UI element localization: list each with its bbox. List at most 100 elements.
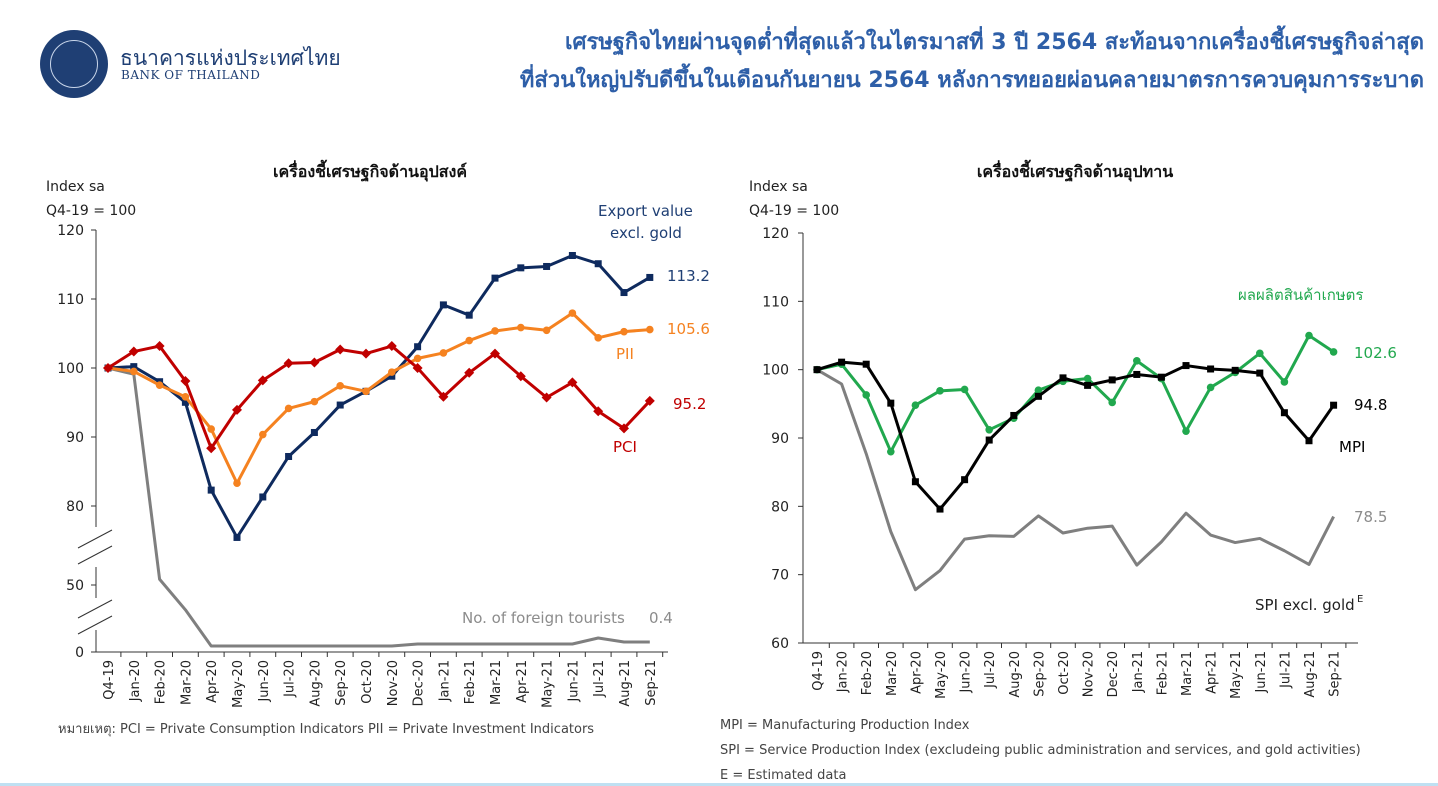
left-data-point [335, 344, 346, 355]
left-data-point [620, 289, 628, 297]
left-data-point [233, 479, 241, 488]
left-label-pci: PCI [613, 438, 637, 456]
right-data-point [911, 401, 920, 410]
left-label-pii: PII [616, 345, 634, 363]
left-x-tick-label: Jan-20 [128, 660, 143, 702]
left-y-tick-label: 90 [66, 430, 84, 446]
left-x-tick-label: Feb-21 [463, 660, 478, 704]
left-data-point [491, 327, 499, 335]
right-data-point [1133, 370, 1141, 378]
right-data-point [985, 426, 993, 434]
left-data-point [619, 423, 629, 434]
right-x-tick-label: Nov-20 [1082, 651, 1097, 697]
left-x-tick-label: Apr-20 [205, 660, 220, 703]
right-data-point [936, 505, 944, 513]
right-series-line-1 [816, 360, 1335, 511]
left-data-point [646, 273, 654, 281]
left-data-point [490, 348, 500, 359]
left-series-line-1 [107, 311, 650, 485]
left-x-tick-label: Q4-19 [102, 660, 117, 700]
right-y-tick-label: 70 [771, 568, 789, 584]
right-data-point [1108, 376, 1116, 384]
right-data-point [1207, 365, 1215, 373]
left-data-point [259, 430, 267, 439]
left-data-point [181, 398, 189, 406]
left-x-tick-label: Apr-21 [515, 660, 530, 703]
right-x-tick-label: Jan-21 [1131, 651, 1146, 693]
left-data-point [259, 493, 267, 501]
right-label-spi: SPI excl. gold [1255, 596, 1355, 614]
right-footnote-mpi: MPI = Manufacturing Production Index [720, 718, 970, 733]
left-x-tick-label: Jul-21 [592, 660, 607, 698]
right-y-tick-label: 90 [771, 431, 789, 447]
left-x-tick-label: Oct-20 [360, 660, 375, 704]
right-y-label-line-2: Q4-19 = 100 [749, 203, 839, 219]
left-data-point [439, 301, 447, 309]
right-data-point [1108, 398, 1116, 407]
left-label-export: excl. gold [610, 224, 682, 242]
right-data-point [1182, 427, 1190, 435]
right-x-tick-label: Jun-21 [1254, 651, 1269, 694]
right-data-point [1206, 383, 1215, 392]
right-series-line-2 [816, 368, 1335, 592]
right-x-tick-label: Apr-20 [909, 651, 924, 694]
left-data-point [207, 486, 215, 494]
left-y-tick-label: 0 [75, 645, 84, 661]
left-data-point [181, 393, 190, 401]
right-x-tick-label: Oct-20 [1057, 651, 1072, 695]
right-x-tick-label: Mar-21 [1180, 651, 1195, 696]
left-x-tick-label: May-20 [231, 660, 246, 708]
right-x-tick-label: Sep-20 [1032, 651, 1047, 697]
right-y-tick-label: 110 [762, 294, 789, 310]
left-data-point [541, 392, 552, 403]
left-data-point [414, 343, 422, 351]
left-data-point [336, 382, 345, 390]
left-data-point [130, 367, 138, 376]
right-x-tick-label: Feb-21 [1155, 651, 1170, 695]
right-x-tick-label: Aug-20 [1008, 651, 1023, 698]
left-y-tick-label: 110 [57, 292, 84, 308]
left-data-point [465, 336, 474, 345]
left-data-point [309, 357, 320, 368]
left-data-point [283, 358, 294, 369]
left-label-tourists: No. of foreign tourists [462, 609, 625, 627]
left-data-point [361, 348, 371, 359]
right-x-tick-label: Apr-21 [1205, 651, 1220, 694]
right-data-point [1034, 392, 1042, 400]
left-axis-break-mark [77, 615, 113, 635]
left-x-tick-label: Sep-20 [334, 660, 349, 706]
left-data-point [567, 377, 578, 388]
left-x-tick-label: Mar-21 [489, 660, 504, 705]
right-y-tick-label: 120 [762, 226, 789, 242]
right-data-point [887, 447, 895, 456]
right-data-point [960, 385, 969, 394]
right-data-point [862, 360, 870, 368]
right-data-point [1330, 401, 1338, 409]
right-x-tick-label: Dec-20 [1106, 651, 1121, 697]
left-data-point [285, 452, 293, 460]
right-data-point [862, 391, 870, 399]
left-data-point [362, 387, 370, 396]
right-data-point [1083, 374, 1092, 383]
left-data-point [154, 341, 165, 352]
left-data-point [620, 327, 628, 336]
right-data-point [1010, 411, 1018, 419]
right-y-tick-label: 100 [762, 363, 789, 379]
left-data-point [438, 391, 449, 402]
right-data-point [887, 399, 895, 407]
right-footnote-spi: SPI = Service Production Index (excludei… [720, 743, 1361, 758]
right-x-tick-label: May-21 [1229, 651, 1244, 699]
left-axis-break-mark [77, 529, 113, 549]
left-data-point [232, 404, 242, 415]
right-y-tick-label: 60 [771, 636, 789, 652]
left-data-point [593, 406, 604, 417]
right-data-point [1182, 362, 1190, 370]
left-x-tick-label: Aug-20 [308, 660, 323, 707]
left-footnote: หมายเหตุ: PCI = Private Consumption Indi… [58, 722, 595, 737]
left-data-point [594, 260, 602, 268]
left-data-point [310, 428, 318, 436]
left-x-tick-label: Jun-20 [257, 660, 272, 703]
left-axis-break-gap-2 [88, 598, 104, 630]
headline: เศรษฐกิจไทยผ่านจุดต่ำที่สุดแล้วในไตรมาสท… [520, 24, 1424, 100]
right-chart-title: เครื่องชี้เศรษฐกิจด้านอุปทาน [976, 162, 1174, 181]
